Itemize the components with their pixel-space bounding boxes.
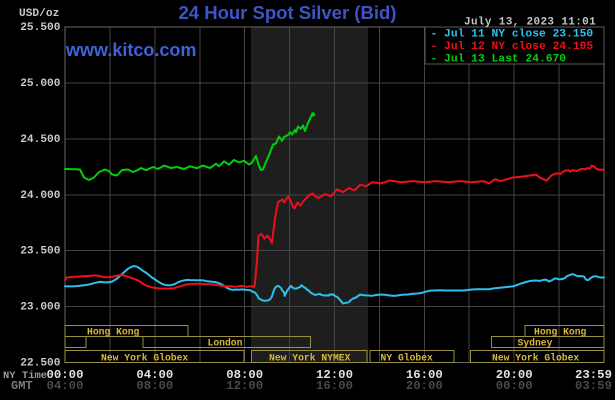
svg-text:04:00: 04:00 (136, 368, 173, 382)
svg-text:04:00: 04:00 (47, 379, 84, 393)
svg-text:- Jul 12 NY close 24.105: - Jul 12 NY close 24.105 (431, 41, 594, 53)
svg-text:GMT: GMT (11, 379, 33, 393)
svg-text:12:00: 12:00 (226, 379, 263, 393)
svg-text:20:00: 20:00 (406, 379, 443, 393)
svg-text:23.000: 23.000 (20, 302, 61, 314)
svg-text:24 Hour Spot Silver (Bid): 24 Hour Spot Silver (Bid) (179, 2, 397, 23)
svg-text:23:59: 23:59 (575, 368, 612, 382)
svg-text:16:00: 16:00 (406, 368, 443, 382)
svg-text:25.000: 25.000 (20, 78, 61, 90)
svg-text:- Jul 11 NY close 23.150: - Jul 11 NY close 23.150 (431, 29, 594, 41)
svg-text:22.500: 22.500 (20, 358, 61, 370)
svg-text:New York NYMEX: New York NYMEX (269, 353, 351, 364)
svg-text:- Jul 13 Last 24.670: - Jul 13 Last 24.670 (431, 54, 567, 66)
svg-text:23.500: 23.500 (20, 246, 61, 258)
svg-text:July 13, 2023 11:01: July 13, 2023 11:01 (464, 17, 596, 29)
svg-text:London: London (208, 338, 243, 349)
svg-text:03:59: 03:59 (575, 379, 612, 393)
svg-text:www.kitco.com: www.kitco.com (65, 40, 196, 60)
svg-text:25.500: 25.500 (20, 22, 61, 34)
svg-text:Hong Kong: Hong Kong (534, 327, 587, 338)
svg-text:NY Globex: NY Globex (381, 353, 434, 364)
svg-text:16:00: 16:00 (316, 379, 353, 393)
svg-text:New York Globex: New York Globex (101, 353, 188, 364)
svg-text:08:00: 08:00 (226, 368, 263, 382)
svg-text:USD/oz: USD/oz (19, 8, 59, 20)
svg-text:Sydney: Sydney (518, 338, 553, 349)
svg-text:New York Globex: New York Globex (492, 353, 579, 364)
svg-text:12:00: 12:00 (316, 368, 353, 382)
svg-text:20:00: 20:00 (496, 368, 533, 382)
svg-text:24.500: 24.500 (20, 134, 61, 146)
svg-text:00:00: 00:00 (496, 379, 533, 393)
svg-text:NY Time: NY Time (3, 370, 47, 382)
svg-text:08:00: 08:00 (136, 379, 173, 393)
svg-text:00:00: 00:00 (47, 368, 84, 382)
svg-text:Hong Kong: Hong Kong (87, 327, 140, 338)
svg-text:24.000: 24.000 (20, 190, 61, 202)
